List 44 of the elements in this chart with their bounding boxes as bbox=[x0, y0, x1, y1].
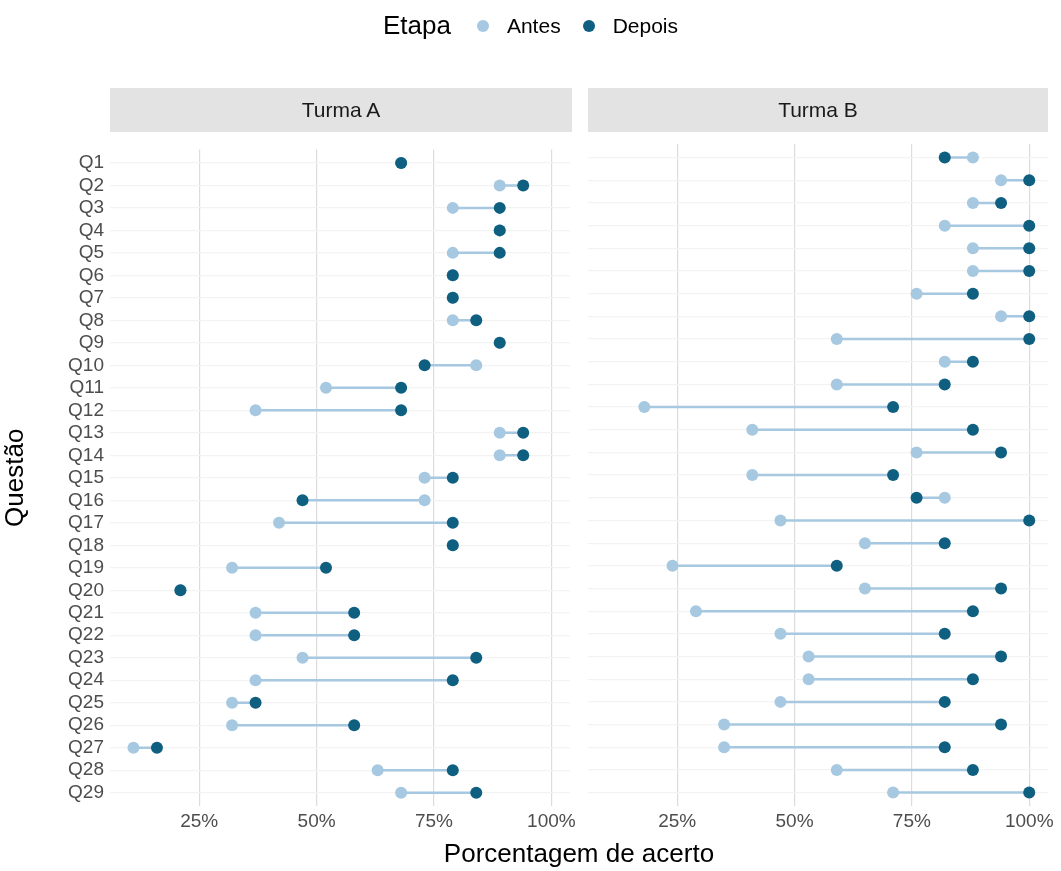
y-tick-label: Q18 bbox=[68, 533, 104, 555]
y-tick-label: Q10 bbox=[68, 353, 104, 375]
x-tick-label: 50% bbox=[775, 809, 814, 831]
y-tick-label: Q27 bbox=[68, 735, 104, 757]
y-tick-label: Q24 bbox=[68, 668, 105, 690]
legend-label: Depois bbox=[612, 13, 679, 38]
y-tick-label: Q29 bbox=[68, 780, 104, 802]
y-tick-label: Q13 bbox=[68, 421, 104, 443]
y-tick-label: Q6 bbox=[78, 263, 104, 285]
y-tick-label: Q17 bbox=[68, 511, 104, 533]
y-tick-label: Q4 bbox=[78, 218, 105, 240]
y-tick-label: Q28 bbox=[68, 758, 104, 780]
y-tick-label: Q11 bbox=[69, 376, 104, 398]
y-tick-label: Q5 bbox=[78, 241, 104, 263]
y-tick-label: Q16 bbox=[68, 488, 104, 510]
x-tick-label: 25% bbox=[658, 809, 697, 831]
y-tick-label: Q21 bbox=[68, 600, 104, 622]
y-tick-label: Q20 bbox=[68, 578, 104, 600]
chart-title: Turma B bbox=[588, 88, 1048, 132]
y-tick-label: Q26 bbox=[68, 713, 104, 735]
y-tick-label: Q8 bbox=[78, 308, 104, 330]
x-tick-label: 25% bbox=[180, 809, 219, 831]
x-tick-label: 75% bbox=[892, 809, 931, 831]
y-tick-label: Q19 bbox=[68, 556, 104, 578]
y-tick-label: Q2 bbox=[78, 173, 104, 195]
y-tick-label: Q22 bbox=[68, 623, 104, 645]
y-tick-label: Q14 bbox=[68, 443, 105, 465]
legend-label: Antes bbox=[506, 13, 561, 38]
y-tick-label: Q1 bbox=[78, 151, 104, 173]
x-tick-label: 100% bbox=[1004, 809, 1054, 831]
x-tick-label: 75% bbox=[414, 809, 454, 831]
y-tick-label: Q9 bbox=[78, 331, 104, 353]
chart-title: Turma A bbox=[110, 88, 572, 132]
y-tick-label: Q15 bbox=[68, 466, 104, 488]
y-tick-label: Q23 bbox=[68, 645, 104, 667]
x-axis-title: Porcentagem de acerto bbox=[442, 838, 716, 869]
y-axis-title: Questão bbox=[0, 428, 29, 527]
y-tick-label: Q25 bbox=[68, 690, 104, 712]
y-tick-label: Q12 bbox=[68, 398, 104, 420]
y-tick-label: Q7 bbox=[78, 286, 104, 308]
legend-title: Etapa bbox=[382, 10, 451, 41]
x-tick-label: 50% bbox=[297, 809, 336, 831]
x-tick-label: 100% bbox=[527, 809, 576, 831]
y-tick-label: Q3 bbox=[78, 196, 104, 218]
